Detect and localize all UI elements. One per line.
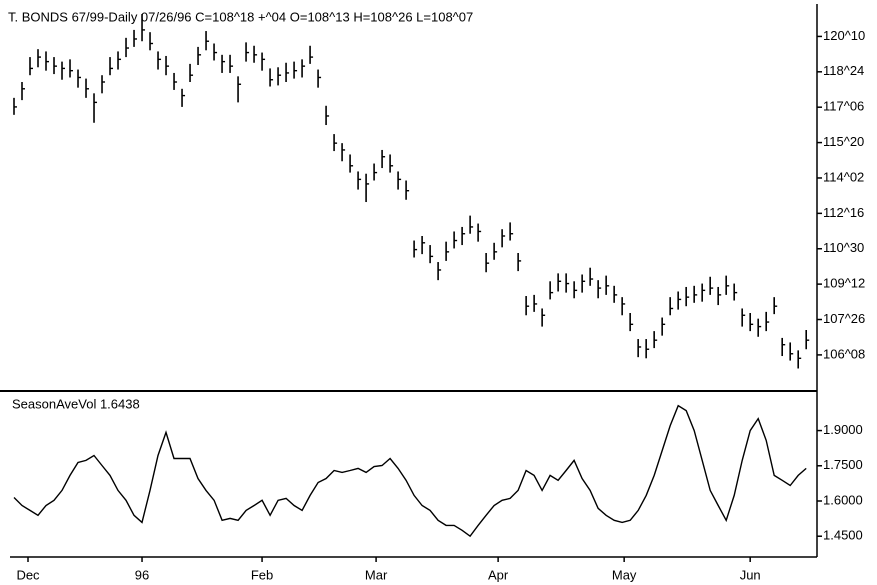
indicator-title: SeasonAveVol 1.6438 [12, 396, 140, 411]
y-tick-label: 114^02 [823, 169, 864, 184]
y-tick-label: 1.7500 [823, 457, 863, 472]
x-tick-label: Mar [365, 567, 388, 582]
y-tick-label: 1.6000 [823, 492, 863, 507]
y-tick-label: 107^26 [823, 311, 865, 326]
y-tick-label: 1.4500 [823, 528, 863, 543]
x-tick-label: Jun [740, 567, 761, 582]
x-tick-label: Dec [16, 567, 40, 582]
y-tick-label: 110^30 [823, 240, 864, 255]
y-tick-label: 112^16 [823, 205, 864, 220]
y-tick-label: 117^06 [823, 99, 864, 114]
y-tick-label: 115^20 [823, 134, 864, 149]
y-tick-label: 1.9000 [823, 422, 863, 437]
x-tick-label: Apr [488, 567, 509, 582]
y-tick-label: 106^08 [823, 346, 865, 361]
x-tick-label: 96 [135, 567, 149, 582]
y-tick-label: 109^12 [823, 276, 865, 291]
y-tick-label: 120^10 [823, 28, 865, 43]
x-tick-label: May [612, 567, 637, 582]
x-tick-label: Feb [251, 567, 273, 582]
indicator-line [13, 404, 807, 538]
price-title: T. BONDS 67/99-Daily 07/26/96 C=108^18 +… [8, 9, 473, 24]
y-tick-label: 118^24 [823, 63, 864, 78]
